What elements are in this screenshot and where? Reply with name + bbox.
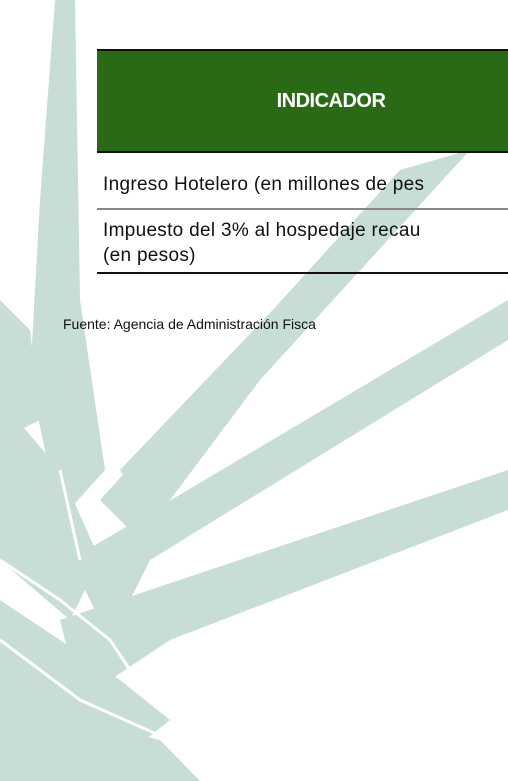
table: INDICADOR Ingreso Hotelero (en millones … (97, 49, 508, 274)
table-header: INDICADOR (97, 49, 508, 153)
table-row: Impuesto del 3% al hospedaje recau (en p… (97, 210, 508, 274)
source-note: Fuente: Agencia de Administración Fisca (63, 316, 316, 332)
cell-line: (en pesos) (103, 245, 196, 266)
header-cell: INDICADOR (276, 90, 386, 112)
table-row: Ingreso Hotelero (en millones de pes (97, 153, 508, 210)
cell: Ingreso Hotelero (en millones de pes (103, 174, 425, 195)
cell-line: Impuesto del 3% al hospedaje recau (103, 220, 421, 241)
